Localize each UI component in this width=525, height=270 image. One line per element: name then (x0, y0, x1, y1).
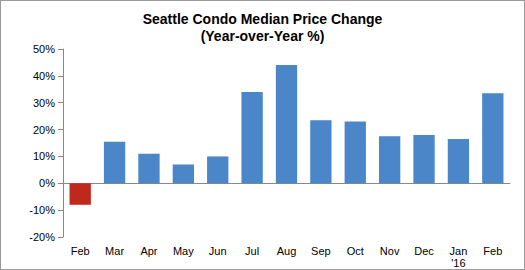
svg-text:Aug: Aug (277, 245, 297, 257)
svg-text:40%: 40% (33, 70, 55, 82)
svg-text:20%: 20% (33, 124, 55, 136)
svg-text:10%: 10% (33, 150, 55, 162)
svg-text:Jul: Jul (245, 245, 259, 257)
svg-text:Feb: Feb (483, 245, 502, 257)
svg-text:Sep: Sep (311, 245, 331, 257)
svg-text:Seattle Condo Median Price Cha: Seattle Condo Median Price Change (143, 11, 383, 27)
svg-text:-10%: -10% (29, 204, 55, 216)
svg-text:(Year-over-Year %): (Year-over-Year %) (201, 28, 325, 44)
svg-text:Dec: Dec (414, 245, 434, 257)
svg-text:Mar: Mar (105, 245, 124, 257)
svg-text:Nov: Nov (380, 245, 400, 257)
svg-text:50%: 50% (33, 43, 55, 55)
svg-text:Jun: Jun (209, 245, 227, 257)
svg-text:30%: 30% (33, 97, 55, 109)
svg-text:Apr: Apr (140, 245, 157, 257)
svg-text:May: May (173, 245, 194, 257)
svg-text:Jan: Jan (450, 245, 468, 257)
svg-text:'16: '16 (451, 257, 465, 269)
svg-text:Feb: Feb (71, 245, 90, 257)
svg-text:0%: 0% (39, 177, 55, 189)
svg-text:-20%: -20% (29, 231, 55, 243)
svg-text:Oct: Oct (347, 245, 364, 257)
